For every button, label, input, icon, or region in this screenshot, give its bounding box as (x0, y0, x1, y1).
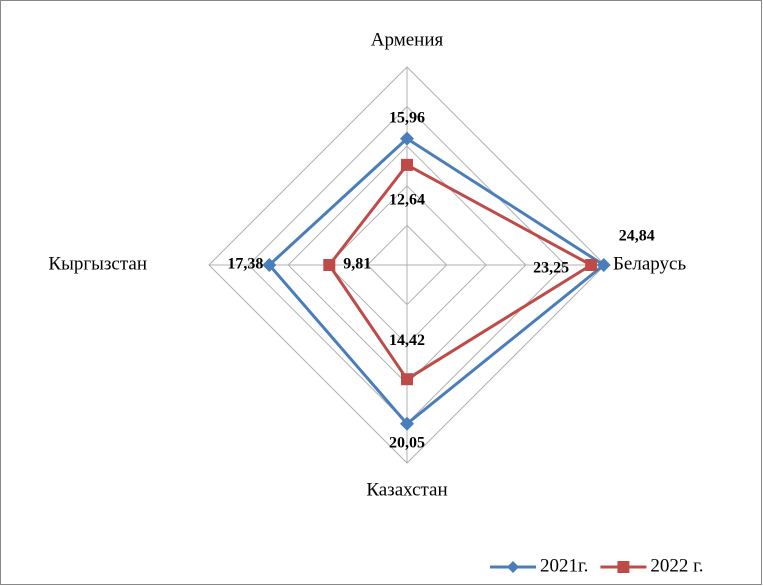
marker (262, 258, 277, 272)
legend-label: 2022 г. (650, 555, 703, 576)
legend-marker (617, 561, 630, 573)
value-label: 23,25 (533, 260, 569, 277)
marker (596, 258, 611, 272)
marker (400, 131, 414, 146)
legend-marker (507, 561, 519, 573)
value-label: 9,81 (343, 256, 371, 273)
category-label: Армения (371, 29, 444, 50)
value-label: 12,64 (389, 192, 425, 209)
category-label: Кыргызстан (48, 253, 147, 274)
marker (401, 373, 413, 386)
value-label: 14,42 (389, 332, 425, 349)
marker (400, 416, 414, 431)
value-label: 24,84 (619, 228, 655, 245)
value-label: 20,05 (389, 434, 425, 451)
marker (585, 259, 598, 271)
value-label: 15,96 (389, 109, 425, 126)
legend-label: 2021г. (540, 555, 588, 576)
marker (323, 259, 336, 271)
category-label: Казахстан (366, 479, 447, 500)
value-label: 17,38 (227, 256, 263, 273)
marker (401, 158, 413, 171)
category-label: Беларусь (613, 253, 686, 274)
